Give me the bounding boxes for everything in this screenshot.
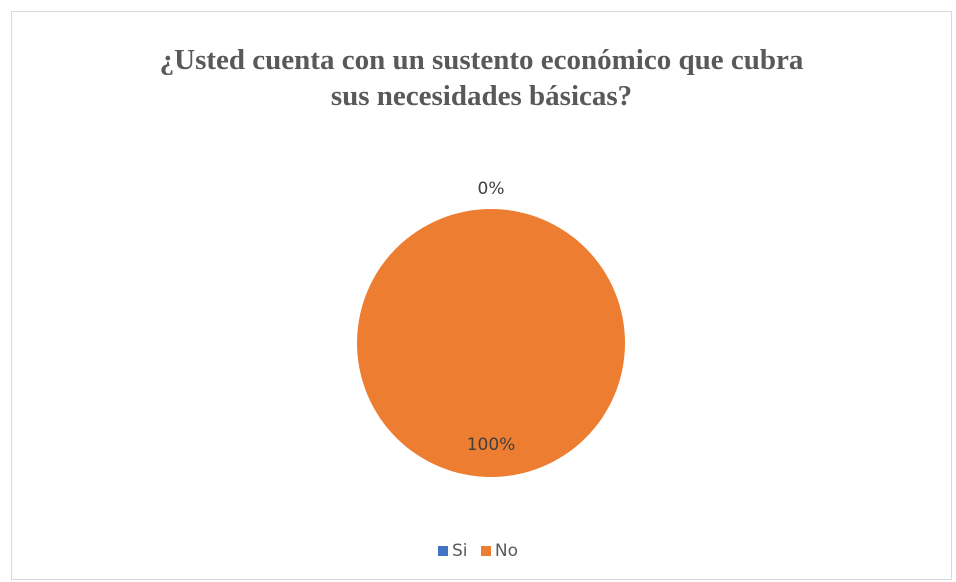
data-label-si: 0% xyxy=(478,179,505,199)
pie-slice-no xyxy=(357,209,625,477)
chart-title-line-2: sus necesidades básicas? xyxy=(330,80,633,112)
chart-title-line-1: ¿Usted cuenta con un sustento económico … xyxy=(159,44,804,76)
pie-data-labels: 0% 100% xyxy=(467,179,516,455)
legend-label-no: No xyxy=(494,541,519,561)
legend-swatch-si xyxy=(437,546,448,556)
legend-item-si: Si xyxy=(437,541,468,561)
data-label-no: 100% xyxy=(467,435,516,455)
legend-swatch-no xyxy=(480,546,491,556)
chart-title: ¿Usted cuenta con un sustento económico … xyxy=(12,42,951,114)
pie-slices xyxy=(357,209,625,477)
chart-legend: Si No xyxy=(0,541,956,561)
legend-label-si: Si xyxy=(451,541,468,561)
legend-item-no: No xyxy=(480,541,519,561)
